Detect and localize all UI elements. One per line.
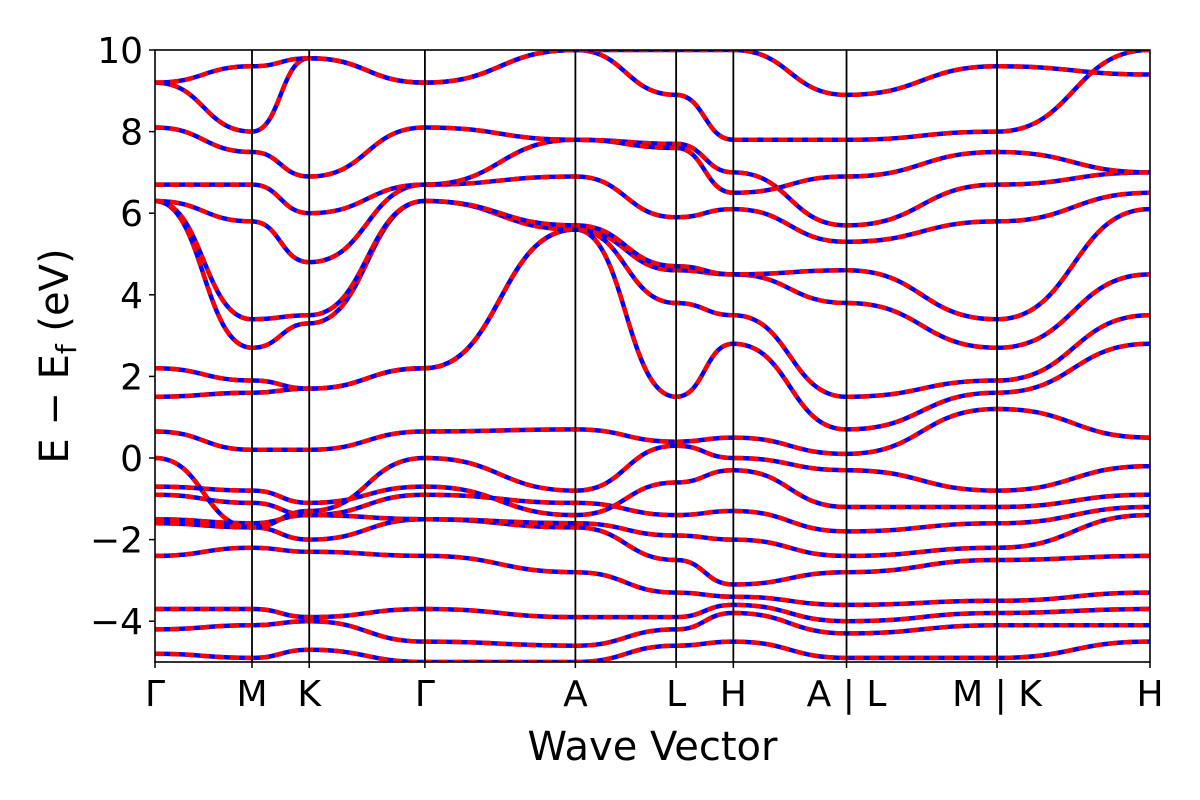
x-tick-label: K (297, 674, 322, 715)
y-axis-label-main: E − E (32, 354, 78, 464)
band-18-red (155, 50, 1150, 98)
y-tick-label: −2 (90, 521, 143, 562)
band-9-blue (155, 406, 1150, 457)
y-axis-label-unit (32, 332, 78, 345)
y-tick-label: 4 (120, 276, 143, 317)
band-11-red (155, 227, 1150, 400)
x-tick-label: M (236, 674, 267, 715)
band-7-red (155, 467, 1150, 518)
band-8-red (155, 443, 1150, 530)
kpoint-lines (251, 50, 998, 662)
y-tick-label: 10 (97, 31, 143, 72)
plot-frame (154, 49, 1151, 663)
x-tick-label: M | K (952, 674, 1043, 715)
x-tick-label: H (720, 674, 747, 715)
band-15-red (155, 137, 1150, 228)
band-9-red (155, 406, 1150, 457)
band-13-blue (155, 198, 1150, 322)
band-14-red (155, 174, 1150, 265)
y-axis-label-unit-text: (eV) (32, 248, 78, 331)
y-axis-label: E − Ef (eV) (32, 248, 83, 463)
y-tick-label: 6 (120, 194, 143, 235)
bands-layer (155, 50, 1150, 662)
band-17-blue (155, 50, 1150, 143)
y-tick-label: 8 (120, 113, 143, 154)
y-tick-label: 2 (120, 357, 143, 398)
band-6-red (155, 492, 1150, 534)
x-tick-label: A (563, 674, 588, 715)
y-tick-label: −4 (90, 602, 143, 643)
x-axis-label: Wave Vector (528, 724, 779, 770)
x-tick-label: A | L (807, 674, 887, 715)
band-5-red (155, 512, 1150, 559)
band-4-red (155, 516, 1150, 587)
y-ticks: −4 −2 0 2 4 6 8 10 (90, 31, 155, 643)
x-tick-label: Γ (415, 674, 435, 715)
y-tick-label: 0 (120, 439, 143, 480)
x-tick-label: L (666, 674, 686, 715)
band-16-red (155, 125, 1150, 196)
band-3-red (155, 545, 1150, 608)
y-axis-label-sub: f (50, 343, 83, 354)
band-2-red (155, 602, 1150, 624)
band-12-red (155, 198, 1150, 351)
band-0-red (155, 639, 1150, 662)
band-1-red (155, 610, 1150, 648)
x-tick-label: Γ (145, 674, 165, 715)
band-17-red (155, 50, 1150, 143)
x-tick-label: H (1136, 674, 1163, 715)
band-14-blue (155, 174, 1150, 265)
